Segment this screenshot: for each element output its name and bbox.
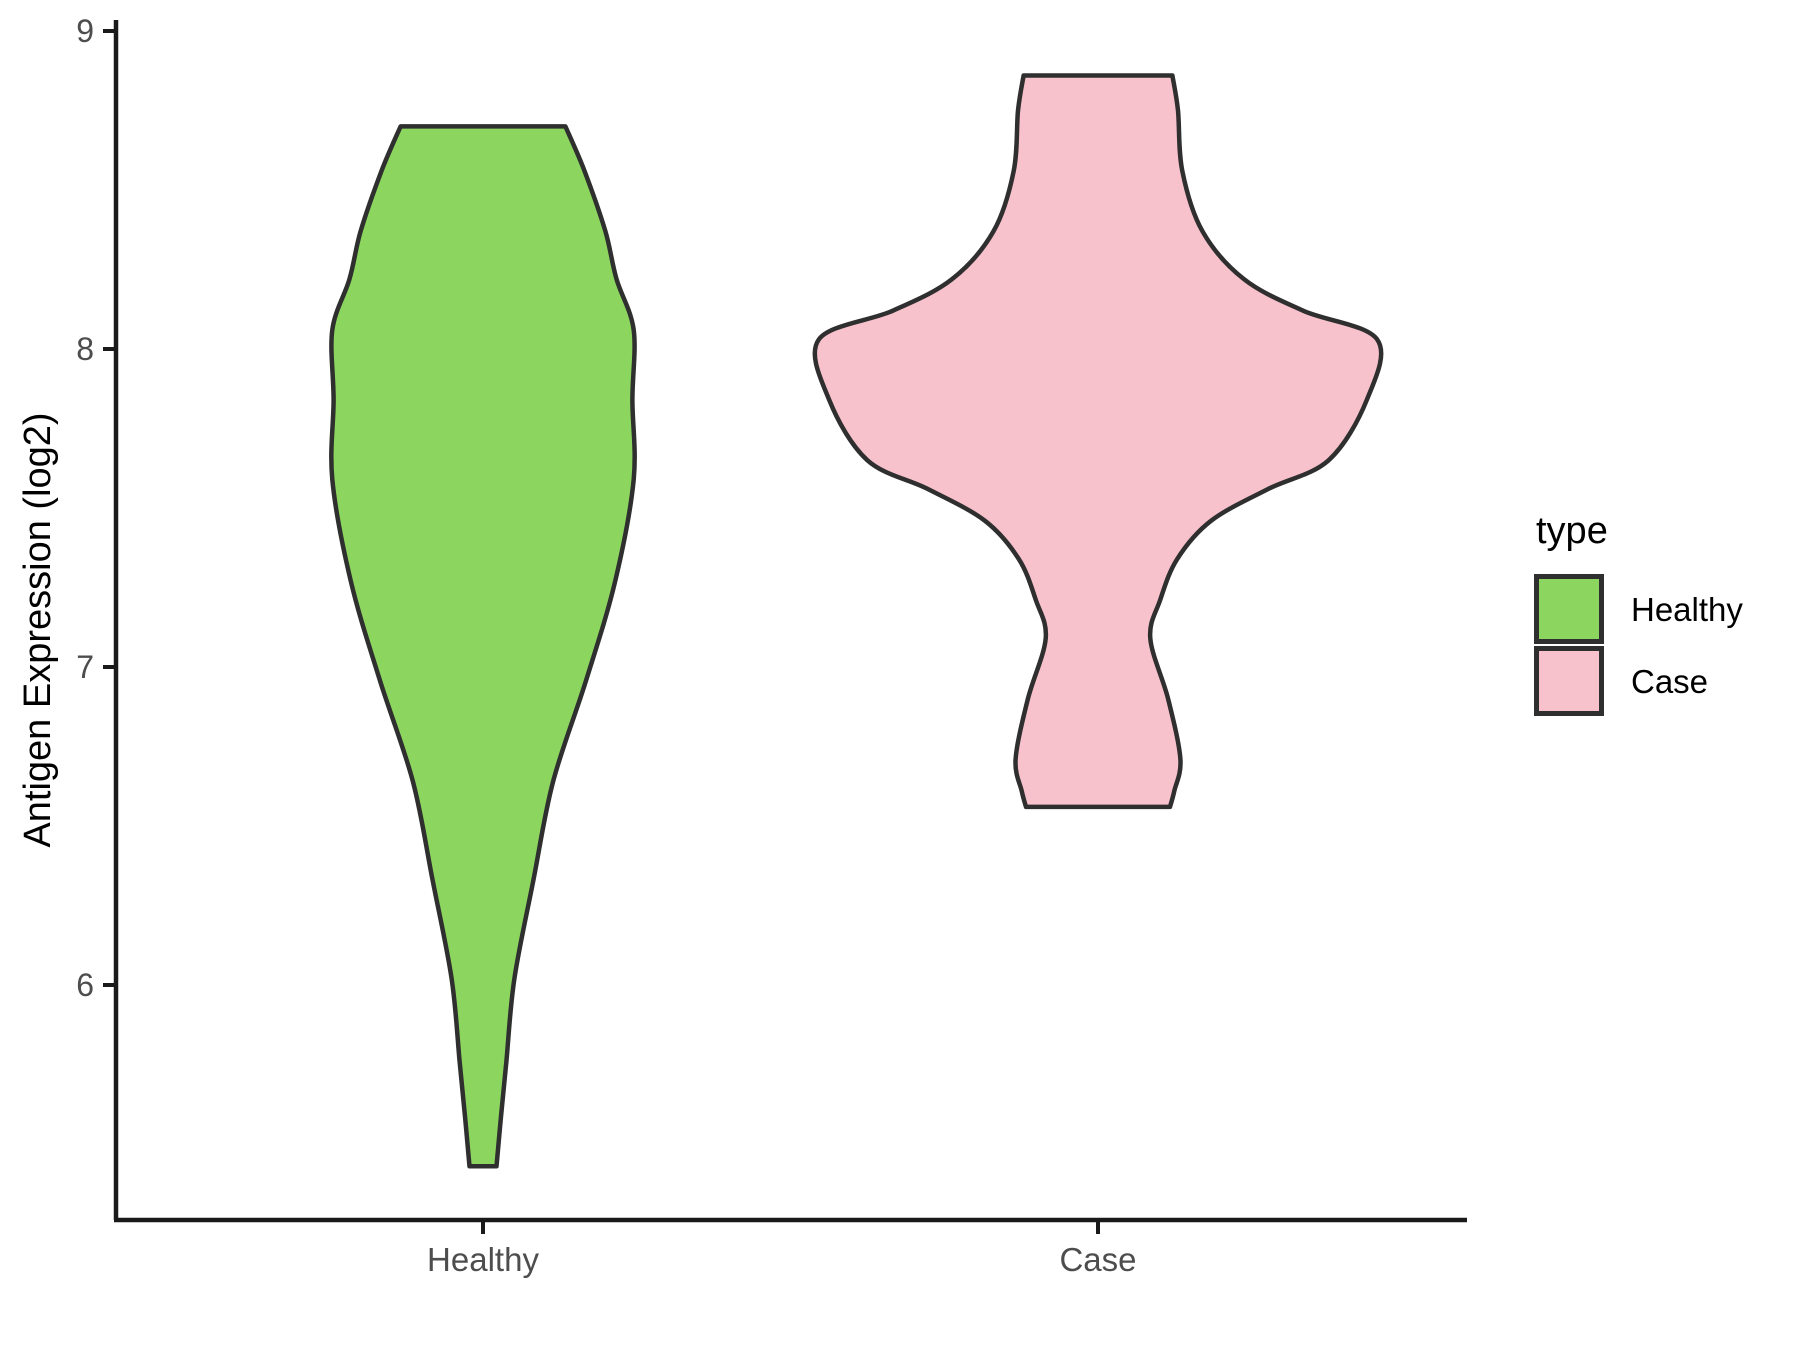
violin-case	[812, 73, 1384, 810]
y-tick-label: 8	[76, 331, 94, 367]
legend-entries: Healthy Case	[1534, 574, 1743, 718]
legend: type Healthy Case	[1534, 512, 1743, 718]
legend-title: type	[1536, 510, 1608, 552]
violin-healthy	[329, 124, 637, 1169]
x-tick-label: Case	[1059, 1241, 1136, 1278]
legend-swatch-healthy	[1534, 574, 1604, 644]
y-tick-label: 7	[76, 649, 94, 685]
legend-label: Healthy	[1631, 590, 1743, 628]
y-tick-label: 9	[76, 13, 94, 49]
legend-entry-case: Case	[1534, 646, 1743, 716]
x-tick-label: Healthy	[427, 1241, 539, 1278]
y-tick-label: 6	[76, 967, 94, 1003]
legend-entry-healthy: Healthy	[1534, 574, 1743, 644]
legend-label: Case	[1631, 662, 1709, 700]
legend-swatch-case	[1534, 646, 1604, 716]
y-axis-title: Antigen Expression (log2)	[17, 412, 59, 847]
